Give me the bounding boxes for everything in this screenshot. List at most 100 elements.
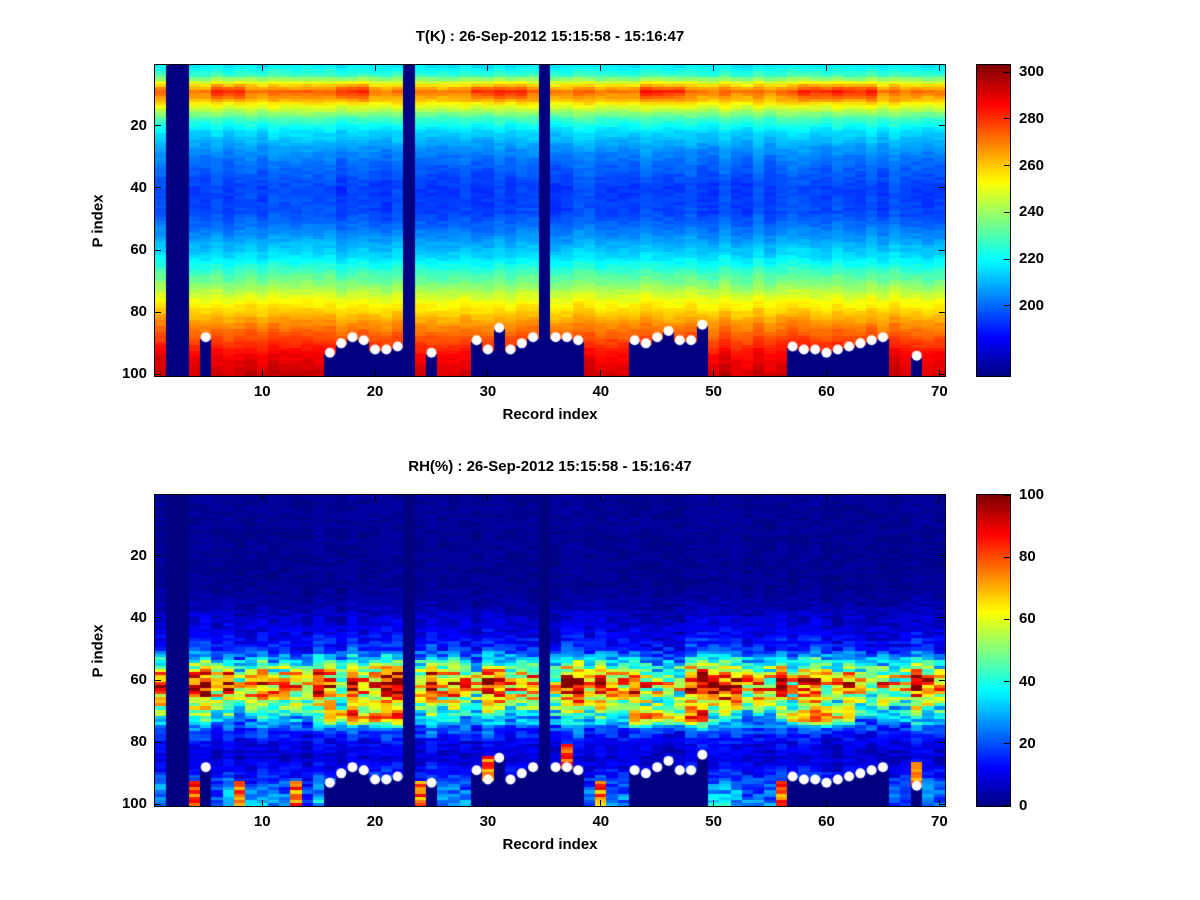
axis-tick	[155, 555, 161, 557]
axis-tick	[155, 125, 161, 127]
colorbar-tick-label: 200	[1019, 296, 1045, 314]
colorbar-tick-label: 240	[1019, 203, 1045, 221]
axis-tick	[1004, 804, 1010, 806]
y-tick-label: 80	[130, 733, 147, 751]
y-tick-label: 100	[121, 365, 147, 383]
axis-tick	[155, 679, 161, 681]
axis-tick	[1004, 494, 1010, 496]
colorbar-tick-label: 300	[1019, 63, 1045, 80]
axis-tick	[939, 311, 945, 313]
axis-tick	[938, 495, 940, 501]
colorbar-tick-label: 80	[1019, 548, 1036, 566]
axis-tick	[939, 125, 945, 127]
axis-tick	[155, 741, 161, 743]
axis-tick	[826, 495, 827, 501]
colorbar-tick-label: 260	[1019, 156, 1045, 174]
axis-tick	[155, 803, 161, 805]
axis-tick	[826, 65, 827, 71]
x-tick-label: 30	[479, 383, 497, 400]
x-tick-label: 70	[931, 383, 948, 400]
axis-tick	[374, 800, 376, 806]
axis-tick	[939, 249, 945, 251]
axis-tick	[1004, 743, 1010, 745]
humidity-heatmap-canvas	[155, 495, 945, 806]
axis-tick	[826, 370, 827, 376]
axis-tick	[261, 800, 263, 806]
axis-tick	[938, 800, 940, 806]
x-tick-label: 10	[253, 383, 271, 400]
humidity-y-axis-label: P index	[89, 623, 107, 678]
axis-tick	[713, 65, 715, 71]
humidity-colorbar	[976, 494, 1011, 807]
axis-tick	[939, 679, 945, 681]
axis-tick	[261, 495, 263, 501]
axis-tick	[1004, 211, 1010, 213]
colorbar-tick-label: 280	[1019, 109, 1045, 127]
axis-tick	[155, 187, 161, 189]
y-tick-label: 60	[130, 671, 147, 689]
axis-tick	[261, 370, 263, 376]
axis-tick	[1004, 71, 1010, 73]
x-tick-label: 40	[592, 383, 610, 400]
axis-tick	[939, 555, 945, 557]
axis-tick	[1004, 165, 1010, 167]
x-tick-label: 30	[479, 813, 497, 830]
y-tick-label: 60	[130, 241, 147, 259]
axis-tick	[939, 741, 945, 743]
temperature-colorbar-canvas	[977, 65, 1010, 376]
axis-tick	[939, 187, 945, 189]
humidity-heatmap-plot	[154, 494, 946, 807]
axis-tick	[261, 65, 263, 71]
axis-tick	[600, 800, 602, 806]
axis-tick	[713, 800, 715, 806]
axis-tick	[374, 370, 376, 376]
axis-tick	[826, 800, 827, 806]
axis-tick	[1004, 305, 1010, 307]
axis-tick	[938, 65, 940, 71]
axis-tick	[155, 617, 161, 619]
y-tick-label: 100	[121, 795, 147, 813]
axis-tick	[600, 495, 602, 501]
colorbar-tick-label: 20	[1019, 734, 1036, 752]
y-tick-label: 40	[130, 178, 147, 196]
x-tick-label: 40	[592, 813, 610, 830]
temperature-heatmap-plot	[154, 64, 946, 377]
colorbar-tick-label: 0	[1019, 797, 1028, 814]
axis-tick	[939, 803, 945, 805]
axis-tick	[1004, 118, 1010, 120]
x-tick-label: 20	[366, 813, 384, 830]
axis-tick	[374, 65, 376, 71]
y-tick-label: 20	[130, 116, 147, 134]
axis-tick	[487, 370, 489, 376]
temperature-x-axis-label: Record index	[502, 406, 598, 423]
axis-tick	[1004, 258, 1010, 260]
colorbar-tick-label: 60	[1019, 610, 1036, 628]
axis-tick	[374, 495, 376, 501]
x-tick-label: 50	[705, 813, 722, 830]
x-tick-label: 60	[818, 813, 835, 830]
axis-tick	[487, 495, 489, 501]
axis-tick	[938, 370, 940, 376]
humidity-colorbar-canvas	[977, 495, 1010, 806]
temperature-chart-title: T(K) : 26-Sep-2012 15:15:58 - 15:16:47	[415, 28, 685, 45]
axis-tick	[1004, 556, 1010, 558]
x-tick-label: 20	[366, 383, 384, 400]
x-tick-label: 70	[931, 813, 948, 830]
axis-tick	[600, 65, 602, 71]
colorbar-tick-label: 40	[1019, 672, 1036, 690]
temperature-heatmap-canvas	[155, 65, 945, 376]
temperature-colorbar	[976, 64, 1011, 377]
axis-tick	[1004, 618, 1010, 620]
axis-tick	[487, 800, 489, 806]
axis-tick	[713, 370, 715, 376]
x-tick-label: 50	[705, 383, 722, 400]
axis-tick	[600, 370, 602, 376]
axis-tick	[155, 373, 161, 375]
x-tick-label: 60	[818, 383, 835, 400]
axis-tick	[155, 249, 161, 251]
axis-tick	[939, 373, 945, 375]
axis-tick	[155, 311, 161, 313]
